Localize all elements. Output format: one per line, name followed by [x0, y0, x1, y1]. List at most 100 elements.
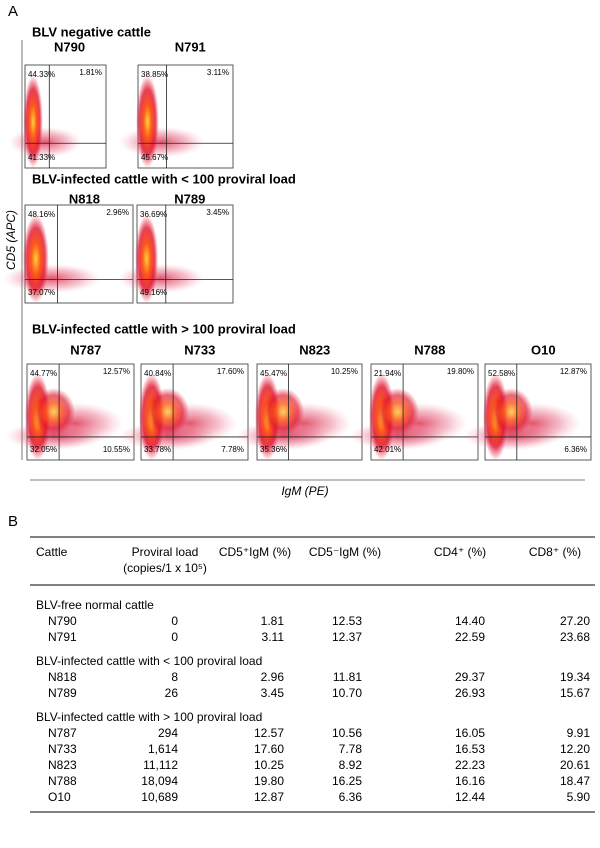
cell-cloud — [490, 388, 533, 436]
quadrant-percent: 49.16% — [140, 288, 167, 297]
table-cell: 12.20 — [560, 742, 590, 756]
cell-cloud — [23, 75, 43, 168]
quadrant-percent: 17.60% — [217, 367, 244, 376]
cell-cloud — [22, 214, 49, 303]
column-header: Proviral load — [132, 545, 199, 559]
table-cell: 3.45 — [261, 686, 285, 700]
table-cell: 2.96 — [261, 670, 285, 684]
table-cell: 1,614 — [148, 742, 178, 756]
quadrant-percent: 45.47% — [260, 369, 287, 378]
table-cell: 12.87 — [254, 790, 284, 804]
group-title: BLV negative cattle — [32, 24, 151, 39]
table-cell: 12.53 — [332, 614, 362, 628]
table-cell: 3.11 — [262, 630, 285, 644]
quadrant-percent: 32.05% — [30, 445, 57, 454]
quadrant-percent: 19.80% — [447, 367, 474, 376]
plot-title: N787 — [70, 342, 101, 357]
column-unit: (copies/1 x 10⁵) — [123, 561, 207, 575]
table-cell: N823 — [48, 758, 77, 772]
table-cell: 294 — [158, 726, 178, 740]
table-cell: 27.20 — [560, 614, 590, 628]
table-cell: 23.68 — [560, 630, 590, 644]
table-cell: 8.92 — [339, 758, 363, 772]
x-axis-label: IgM (PE) — [281, 484, 328, 498]
cell-cloud — [32, 388, 76, 436]
panel-label: B — [8, 513, 18, 530]
table-cell: 7.78 — [339, 742, 363, 756]
table-cell: 6.36 — [339, 790, 363, 804]
table-cell: N733 — [48, 742, 77, 756]
table-cell: 20.61 — [560, 758, 590, 772]
quadrant-percent: 10.25% — [331, 367, 358, 376]
table-cell: 16.05 — [455, 726, 485, 740]
table-cell: O10 — [48, 790, 71, 804]
quadrant-percent: 21.94% — [374, 369, 401, 378]
table-cell: 10.56 — [332, 726, 362, 740]
table-cell: 11.81 — [333, 670, 362, 684]
table-cell: N787 — [48, 726, 77, 740]
cell-cloud — [136, 75, 159, 168]
table-cell: 19.80 — [254, 774, 284, 788]
table-cell: N818 — [48, 670, 77, 684]
table-cell: 22.59 — [455, 630, 485, 644]
y-axis-label: CD5 (APC) — [4, 210, 18, 270]
table-cell: N788 — [48, 774, 77, 788]
column-header: Cattle — [36, 545, 68, 559]
quadrant-percent: 1.81% — [79, 68, 102, 77]
table-cell: N791 — [48, 630, 77, 644]
table-cell: 15.67 — [560, 686, 590, 700]
table-cell: 22.23 — [455, 758, 485, 772]
quadrant-percent: 42.01% — [374, 445, 401, 454]
table-cell: 16.53 — [455, 742, 485, 756]
column-header: CD5⁺IgM (%) — [219, 545, 291, 559]
table-cell: 12.57 — [254, 726, 284, 740]
table-cell: 18,094 — [141, 774, 178, 788]
quadrant-percent: 2.96% — [106, 208, 129, 217]
quadrant-percent: 40.84% — [144, 369, 171, 378]
table-cell: 17.60 — [254, 742, 284, 756]
table-cell: N790 — [48, 614, 77, 628]
group-title: BLV-infected cattle with > 100 proviral … — [32, 321, 296, 336]
plot-title: N791 — [175, 39, 206, 54]
table-cell: 0 — [171, 614, 178, 628]
quadrant-percent: 7.78% — [221, 445, 244, 454]
plot-title: N733 — [184, 342, 215, 357]
quadrant-percent: 12.57% — [103, 367, 130, 376]
plot-title: N790 — [54, 39, 85, 54]
quadrant-percent: 37.07% — [28, 288, 55, 297]
column-header: CD5⁻IgM (%) — [309, 545, 381, 559]
table-cell: 8 — [171, 670, 178, 684]
table-cell: N789 — [48, 686, 77, 700]
table-cell: 12.44 — [455, 790, 485, 804]
quadrant-percent: 3.45% — [206, 208, 229, 217]
table-cell: 29.37 — [455, 670, 485, 684]
table-cell: 9.91 — [567, 726, 591, 740]
cell-cloud — [262, 388, 305, 436]
quadrant-percent: 44.77% — [30, 369, 57, 378]
column-header: CD4⁺ (%) — [434, 545, 486, 559]
quadrant-percent: 36.69% — [140, 210, 167, 219]
quadrant-percent: 41.33% — [28, 153, 55, 162]
group-title: BLV-infected cattle with < 100 proviral … — [36, 654, 262, 668]
column-header: CD8⁺ (%) — [529, 545, 581, 559]
quadrant-percent: 33.78% — [144, 445, 171, 454]
quadrant-percent: 52.58% — [488, 369, 515, 378]
quadrant-percent: 35.36% — [260, 445, 287, 454]
quadrant-percent: 10.55% — [103, 445, 130, 454]
table-cell: 10.25 — [254, 758, 284, 772]
table-cell: 16.16 — [455, 774, 485, 788]
group-title: BLV-free normal cattle — [36, 598, 154, 612]
plot-title: N788 — [414, 342, 445, 357]
panel-label: A — [8, 3, 18, 20]
table-cell: 26.93 — [455, 686, 485, 700]
quadrant-percent: 38.85% — [141, 70, 168, 79]
plot-title: N818 — [69, 191, 100, 206]
table-cell: 10.70 — [332, 686, 362, 700]
table-cell: 19.34 — [560, 670, 590, 684]
cell-cloud — [135, 214, 159, 303]
table-cell: 1.81 — [261, 614, 285, 628]
cell-cloud — [146, 388, 190, 436]
table-cell: 10,689 — [141, 790, 178, 804]
table-cell: 14.40 — [455, 614, 485, 628]
